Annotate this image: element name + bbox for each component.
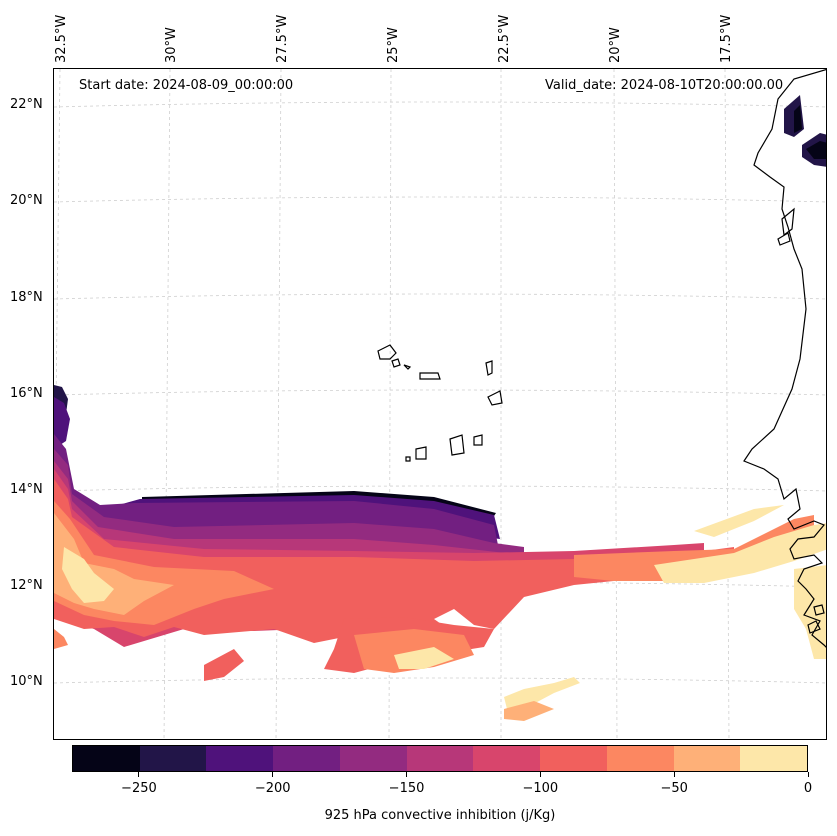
cape-verde-fogo <box>415 446 427 460</box>
africa-coastline <box>743 69 826 648</box>
gridline-lat-14 <box>54 485 826 492</box>
colorbar-segment <box>540 746 607 771</box>
colorbar-tick-label: 0 <box>803 781 813 796</box>
cape-verde-brava <box>405 456 411 462</box>
cin-band-225 <box>54 397 70 449</box>
cin-band-east-25 <box>654 523 826 583</box>
cape-verde-sao-vicente <box>391 358 401 368</box>
gridline-lat-22 <box>54 101 826 108</box>
gridline-lon-175 <box>724 69 730 739</box>
lat-label-16n: 16°N <box>10 386 43 401</box>
lon-label-17-5w: 17.5°W <box>719 14 734 63</box>
gridline-lat-18 <box>54 293 826 300</box>
colorbar-title: 925 hPa convective inhibition (j/Kg) <box>324 808 556 823</box>
lon-label-22-5w: 22.5°W <box>497 14 512 63</box>
lon-label-27-5w: 27.5°W <box>275 14 290 63</box>
colorbar-segment <box>740 746 808 771</box>
colorbar-tick <box>673 772 675 777</box>
cape-verde-sao-nicolau <box>419 372 441 380</box>
lat-label-12n: 12°N <box>10 578 43 593</box>
bijagos-islands <box>807 604 825 634</box>
cape-verde-santiago <box>449 434 465 456</box>
cin-band-175 <box>54 434 498 545</box>
cape-verde-boa-vista <box>487 390 503 406</box>
lat-label-20n: 20°N <box>10 193 43 208</box>
cin-band-sw-patch <box>204 649 244 681</box>
colorbar-tick-label: −150 <box>388 781 425 796</box>
colorbar-segment <box>273 746 340 771</box>
valid-date-label: Valid_date: 2024-08-10T20:00:00.00 <box>545 78 784 93</box>
cin-band-se-coast <box>794 565 826 659</box>
colorbar-tick-label: −100 <box>522 781 559 796</box>
colorbar-segment <box>206 746 274 771</box>
gridline-lat-16 <box>54 389 826 396</box>
colorbar-tick <box>138 772 140 777</box>
colorbar-segment <box>339 746 407 771</box>
cin-band-ne-darkest <box>794 105 826 159</box>
gridline-lat-20 <box>54 196 826 203</box>
cin-band-far-south-50 <box>504 701 554 721</box>
lat-label-14n: 14°N <box>10 482 43 497</box>
lon-label-20w: 20°W <box>608 27 623 63</box>
lon-label-30w: 30°W <box>164 27 179 63</box>
cin-band-east-75 <box>574 515 814 581</box>
gridline-lat-10 <box>54 677 826 684</box>
cape-verde-maio <box>473 434 483 446</box>
colorbar-segment <box>73 746 140 771</box>
colorbar-segment <box>406 746 474 771</box>
cin-band-coast-strip <box>694 505 784 537</box>
lat-label-10n: 10°N <box>10 674 43 689</box>
colorbar <box>72 745 808 772</box>
colorbar-tick <box>539 772 541 777</box>
lat-label-18n: 18°N <box>10 290 43 305</box>
cin-band-west-edge <box>54 629 68 649</box>
colorbar-segment <box>473 746 541 771</box>
canary-island-1 <box>781 207 795 237</box>
colorbar-segment <box>673 746 741 771</box>
cin-band-150 <box>54 449 524 559</box>
colorbar-tick-label: −50 <box>660 781 688 796</box>
gridline-lon-275 <box>275 69 282 739</box>
cin-band-75 <box>54 479 734 647</box>
cin-contours <box>54 95 826 721</box>
lat-label-22n: 22°N <box>10 97 43 112</box>
cape-verde-santo-antao <box>377 344 397 360</box>
map-panel <box>53 68 827 740</box>
canary-island-2 <box>777 232 791 246</box>
cape-verde-santa-luzia <box>403 364 412 370</box>
lon-label-25w: 25°W <box>386 27 401 63</box>
map-canvas <box>54 69 826 739</box>
colorbar-tick-label: −250 <box>121 781 157 796</box>
colorbar-tick <box>807 772 809 777</box>
cin-band-south-25 <box>394 647 454 669</box>
gridline-lon-20 <box>613 69 618 739</box>
gridline-lon-30 <box>163 69 171 739</box>
colorbar-segment <box>606 746 674 771</box>
colorbar-tick <box>406 772 408 777</box>
colorbar-segment <box>139 746 207 771</box>
colorbar-tick-label: −200 <box>254 781 291 796</box>
cin-band-0 <box>62 547 114 603</box>
start-date-label: Start date: 2024-08-09_00:00:00 <box>79 78 294 93</box>
cape-verde-sal <box>485 360 493 376</box>
coastlines <box>377 69 826 648</box>
cin-band-125 <box>54 461 654 569</box>
lon-label-32-5w: 32.5°W <box>54 14 69 63</box>
colorbar-tick <box>272 772 274 777</box>
